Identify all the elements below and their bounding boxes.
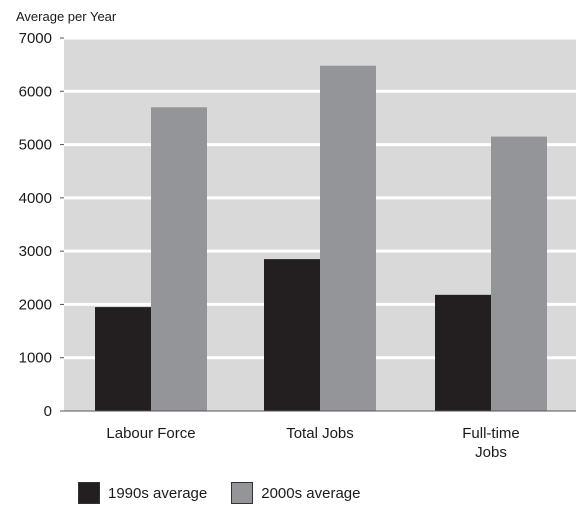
bar	[491, 136, 547, 412]
x-tick-label: Jobs	[475, 444, 507, 461]
x-axis: Labour Force Total Jobs Full-time Jobs	[64, 410, 576, 461]
bar	[95, 307, 151, 411]
bars	[95, 65, 547, 412]
y-tick-label: 7000	[19, 30, 52, 47]
legend-item-1990s: 1990s average	[78, 482, 207, 504]
y-tick-label: 6000	[19, 83, 52, 100]
bar	[264, 259, 320, 411]
legend-label-1990s: 1990s average	[108, 484, 208, 502]
y-tick-label: 3000	[19, 243, 52, 260]
bar-chart: 0 1000 2000 3000 4000 5000 6000 7000 Labour For…	[16, 9, 576, 461]
y-tick-label: 4000	[19, 190, 52, 207]
legend-label-2000s: 2000s average	[261, 484, 361, 502]
legend-swatch-1990s	[78, 482, 100, 504]
bar	[320, 65, 376, 412]
x-tick-label: Total Jobs	[286, 425, 354, 442]
legend: 1990s average 2000s average	[78, 482, 385, 504]
y-tick-label: 5000	[19, 137, 52, 154]
bar	[151, 107, 207, 412]
legend-item-2000s: 2000s average	[231, 482, 361, 504]
bar	[435, 294, 491, 411]
y-tick-label: 0	[44, 403, 52, 420]
legend-swatch-2000s	[231, 482, 254, 504]
y-axis: 0 1000 2000 3000 4000 5000 6000 7000	[19, 30, 64, 420]
x-tick-label: Labour Force	[106, 425, 195, 442]
x-tick-label: Full-time	[462, 425, 520, 442]
y-tick-label: 1000	[19, 350, 52, 367]
y-tick-label: 2000	[19, 296, 52, 313]
y-axis-label: Average per Year	[16, 9, 117, 24]
